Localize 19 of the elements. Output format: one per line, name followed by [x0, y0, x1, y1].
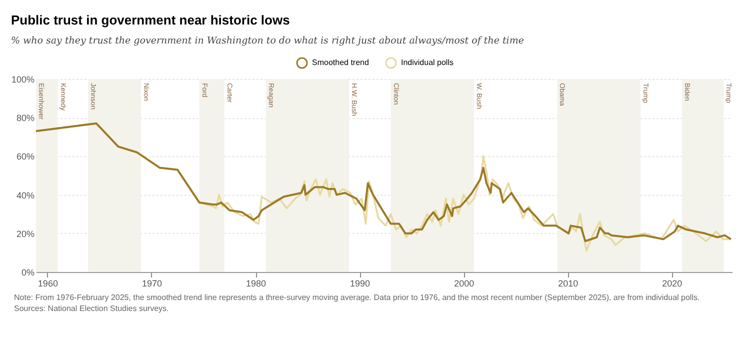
y-tick-label: 0%: [21, 268, 34, 278]
x-tick-label: 1990: [350, 278, 370, 288]
chart-subtitle: % who say they trust the government in Washington to do what is right just about always/most of the time: [10, 36, 524, 46]
source-note: Sources: National Election Studies surveys.: [14, 303, 170, 314]
legend-label: Individual polls: [401, 58, 454, 67]
y-tick-label: 100%: [11, 74, 34, 84]
x-tick-label: 1960: [38, 278, 58, 288]
y-tick-label: 20%: [16, 228, 34, 239]
x-tick-label: 2020: [662, 278, 682, 288]
text: Note: From 1976-February 2025, the smoothed trend line represents a three-survey moving average. Data prior to 1976, and the most recent number (September 2025), are from individual polls.: [14, 292, 701, 303]
y-tick-label: 40%: [16, 190, 34, 200]
y-tick-label: 80%: [16, 113, 34, 124]
legend-label: Smoothed trend: [312, 58, 369, 67]
x-tick-label: 1980: [246, 278, 266, 288]
chart-title: Public trust in government near historic lows: [10, 12, 290, 28]
y-tick-label: 60%: [16, 152, 34, 162]
x-tick-label: 2010: [558, 278, 578, 288]
x-tick-label: 1970: [142, 278, 162, 288]
x-tick-label: 2000: [454, 278, 474, 288]
